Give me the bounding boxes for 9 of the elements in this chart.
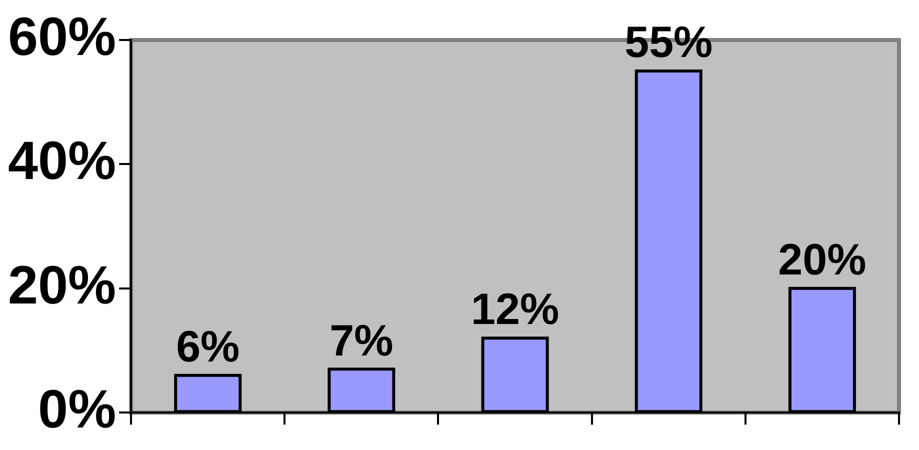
y-tick-label: 20% xyxy=(8,255,116,316)
data-label: 12% xyxy=(471,285,560,334)
data-label: 6% xyxy=(176,322,240,372)
data-label: 20% xyxy=(778,236,866,285)
y-tick-label: 60% xyxy=(8,6,116,67)
data-label: 55% xyxy=(624,18,713,68)
data-label: 7% xyxy=(330,316,394,366)
y-tick-label: 0% xyxy=(38,379,116,440)
y-tick-label: 40% xyxy=(8,131,116,192)
